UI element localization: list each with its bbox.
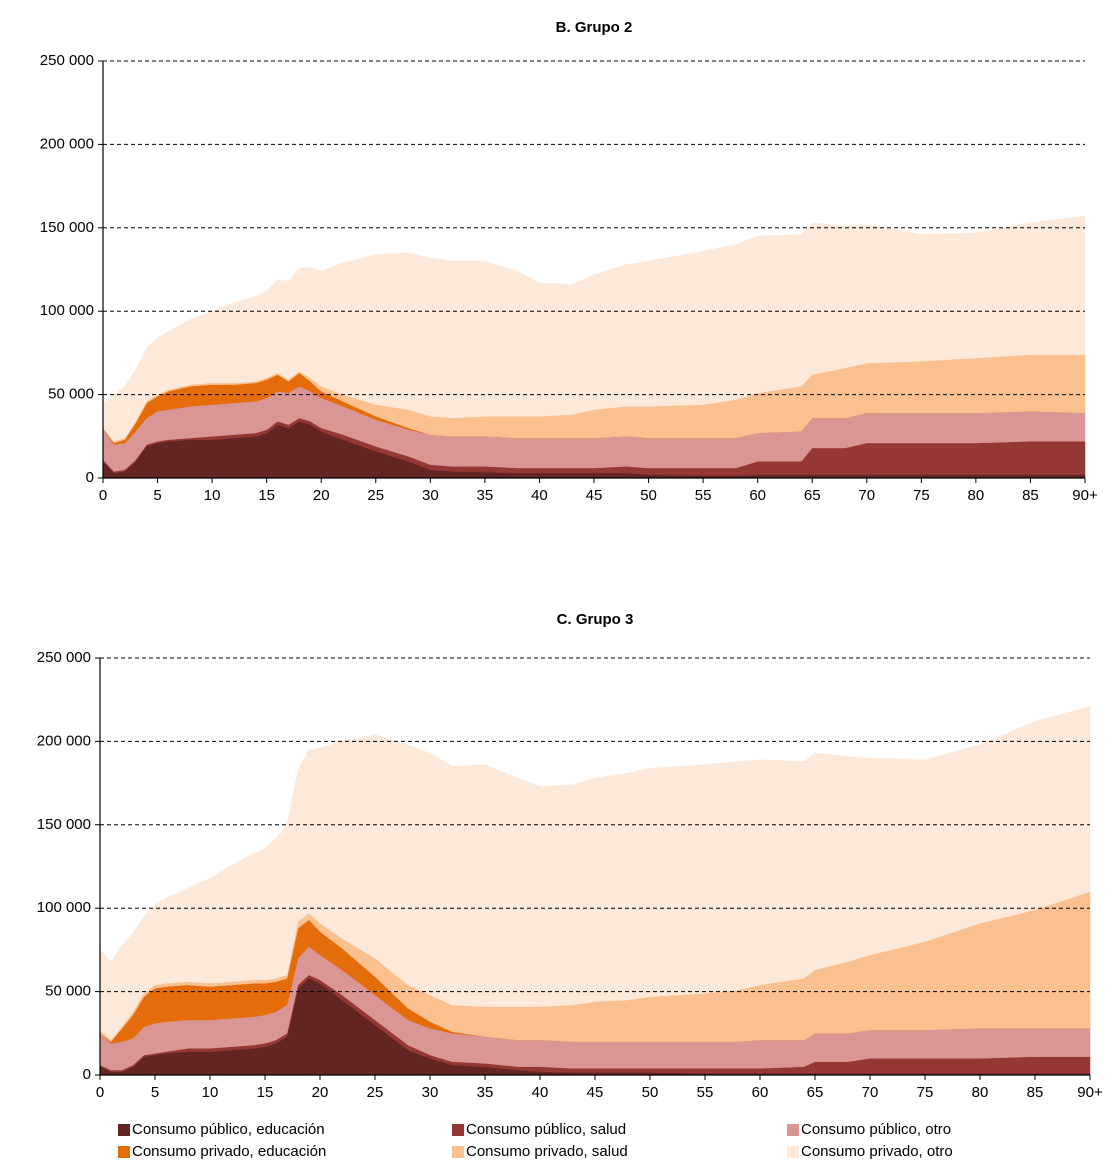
y-tick-label: 150 000 <box>37 816 91 833</box>
x-tick-label: 45 <box>587 1084 604 1101</box>
y-tick-label: 0 <box>86 469 94 486</box>
legend-label: Consumo público, educación <box>132 1121 325 1138</box>
y-tick-label: 50 000 <box>48 386 94 403</box>
x-tick-label: 80 <box>968 487 985 504</box>
x-tick-label: 90+ <box>1077 1084 1103 1101</box>
area <box>102 215 1086 442</box>
y-tick-label: 250 000 <box>40 52 94 69</box>
legend-swatch <box>118 1124 130 1136</box>
legend-label: Consumo público, otro <box>801 1121 951 1138</box>
legend-swatch <box>452 1124 464 1136</box>
y-tick-label: 200 000 <box>40 135 94 152</box>
x-tick-label: 85 <box>1027 1084 1044 1101</box>
y-tick-label: 100 000 <box>40 302 94 319</box>
x-tick-label: 45 <box>586 487 603 504</box>
x-tick-label: 50 <box>642 1084 659 1101</box>
x-tick-label: 60 <box>749 487 766 504</box>
x-tick-label: 70 <box>862 1084 879 1101</box>
chart-title: B. Grupo 2 <box>556 19 633 36</box>
x-tick-label: 0 <box>99 487 107 504</box>
x-tick-label: 35 <box>477 487 494 504</box>
y-tick-label: 200 000 <box>37 732 91 749</box>
x-tick-label: 75 <box>917 1084 934 1101</box>
x-tick-label: 90+ <box>1072 487 1098 504</box>
legend-label: Consumo privado, educación <box>132 1143 326 1160</box>
y-tick-label: 100 000 <box>37 899 91 916</box>
x-tick-label: 20 <box>313 487 330 504</box>
x-tick-label: 25 <box>367 1084 384 1101</box>
x-tick-label: 85 <box>1022 487 1039 504</box>
legend-label: Consumo público, salud <box>466 1121 626 1138</box>
x-tick-label: 15 <box>257 1084 274 1101</box>
x-tick-label: 40 <box>531 487 548 504</box>
x-tick-label: 55 <box>697 1084 714 1101</box>
x-tick-label: 25 <box>367 487 384 504</box>
x-tick-label: 10 <box>202 1084 219 1101</box>
x-tick-label: 5 <box>153 487 161 504</box>
x-tick-label: 80 <box>972 1084 989 1101</box>
legend-swatch <box>787 1124 799 1136</box>
x-tick-label: 70 <box>858 487 875 504</box>
x-tick-label: 65 <box>807 1084 824 1101</box>
x-tick-label: 10 <box>204 487 221 504</box>
x-tick-label: 55 <box>695 487 712 504</box>
x-tick-label: 65 <box>804 487 821 504</box>
y-tick-label: 250 000 <box>37 649 91 666</box>
y-tick-label: 0 <box>83 1066 91 1083</box>
chart-title: C. Grupo 3 <box>557 611 634 628</box>
legend-label: Consumo privado, salud <box>466 1143 628 1160</box>
x-tick-label: 75 <box>913 487 930 504</box>
legend-swatch <box>452 1146 464 1158</box>
x-tick-label: 5 <box>151 1084 159 1101</box>
legend-label: Consumo privado, otro <box>801 1143 953 1160</box>
x-tick-label: 40 <box>532 1084 549 1101</box>
y-tick-label: 150 000 <box>40 219 94 236</box>
x-tick-label: 30 <box>422 1084 439 1101</box>
x-tick-label: 15 <box>258 487 275 504</box>
x-tick-label: 30 <box>422 487 439 504</box>
x-tick-label: 0 <box>96 1084 104 1101</box>
legend-swatch <box>787 1146 799 1158</box>
x-tick-label: 35 <box>477 1084 494 1101</box>
area <box>99 706 1091 1041</box>
x-tick-label: 50 <box>640 487 657 504</box>
x-tick-label: 20 <box>312 1084 329 1101</box>
legend-swatch <box>118 1146 130 1158</box>
x-tick-label: 60 <box>752 1084 769 1101</box>
y-tick-label: 50 000 <box>45 983 91 1000</box>
